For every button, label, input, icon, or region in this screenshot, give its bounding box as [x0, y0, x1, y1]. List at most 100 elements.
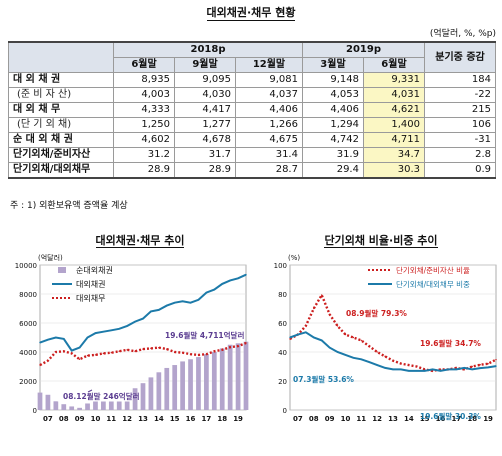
data-point — [439, 368, 442, 371]
table-row: 단기외채/대외채무 28.9 28.9 28.7 29.4 30.3 0.9 — [8, 162, 496, 179]
data-point — [102, 352, 105, 355]
data-point — [313, 307, 315, 310]
x-tick-label: 13 — [138, 415, 148, 423]
data-point — [352, 336, 355, 339]
data-point — [320, 339, 323, 342]
bar — [37, 392, 43, 410]
data-point — [392, 360, 394, 362]
data-point — [47, 360, 49, 362]
bar — [156, 372, 162, 410]
legend-label: 대외채권 — [76, 279, 105, 289]
x-tick-label: 16 — [436, 415, 446, 423]
data-point — [134, 320, 136, 323]
bar — [204, 354, 209, 410]
data-point — [197, 354, 200, 356]
data-point — [158, 309, 160, 311]
data-point — [70, 349, 73, 352]
annotation: 19.6월말 30.3% — [420, 411, 481, 421]
table-cell: 4,711 — [362, 132, 426, 148]
x-tick-label: 09 — [325, 415, 335, 423]
data-point — [150, 310, 152, 313]
data-point — [328, 346, 331, 349]
bar — [219, 348, 225, 410]
data-point — [118, 350, 120, 352]
data-point — [392, 368, 394, 371]
data-point — [447, 368, 450, 371]
unit-label: (억달러, %, %p) — [429, 29, 496, 39]
data-point — [110, 352, 113, 354]
data-point — [495, 358, 497, 361]
x-tick-label: 12 — [372, 415, 382, 423]
data-point — [221, 283, 223, 285]
x-tick-label: 08 — [309, 415, 319, 423]
data-point — [297, 333, 299, 336]
x-tick-label: 08 — [59, 415, 69, 423]
data-point — [70, 352, 73, 355]
change-cell: 0.9 — [424, 162, 496, 179]
table-row: 단기외채/준비자산 31.2 31.7 31.4 31.9 34.7 2.8 — [8, 147, 496, 163]
table-row: (준 비 자 산) 4,003 4,030 4,037 4,053 4,031 -22 — [8, 87, 496, 103]
y-tick-label: 10000 — [15, 262, 37, 270]
data-point — [352, 357, 355, 359]
x-tick-label: 14 — [404, 415, 414, 423]
data-point — [166, 304, 168, 307]
y-tick-label: 0 — [283, 407, 287, 415]
data-point — [471, 368, 473, 371]
y-tick-label: 20 — [278, 378, 287, 386]
data-point — [431, 370, 434, 372]
data-point — [55, 336, 57, 339]
data-point — [63, 338, 65, 340]
y-axis-label: (억달러) — [38, 253, 63, 262]
data-point — [47, 338, 49, 341]
legend-label: 단기외채/대외채무 비중 — [396, 279, 470, 289]
x-tick-label: 19 — [233, 415, 243, 423]
data-point — [237, 277, 239, 280]
bar — [172, 365, 178, 410]
bar — [211, 352, 217, 410]
chart1-title: 대외채권·채무 추이 — [95, 234, 185, 248]
x-tick-label: 07 — [43, 415, 53, 423]
y-tick-label: 100 — [274, 262, 287, 270]
data-point — [479, 364, 481, 366]
table-cell: 31.7 — [174, 147, 236, 163]
x-tick-label: 19 — [483, 415, 493, 423]
data-point — [455, 367, 458, 369]
data-point — [197, 299, 200, 301]
bar — [227, 344, 233, 410]
data-point — [400, 368, 402, 371]
x-tick-label: 10 — [91, 415, 101, 423]
data-point — [189, 302, 192, 304]
data-point — [189, 353, 192, 355]
data-point — [102, 331, 105, 333]
data-point — [368, 361, 370, 363]
x-tick-label: 11 — [356, 415, 366, 423]
data-point — [229, 279, 231, 282]
data-point — [463, 368, 466, 371]
x-tick-label: 07 — [293, 415, 303, 423]
data-point — [213, 350, 216, 352]
data-point — [384, 355, 386, 358]
series-line — [39, 341, 247, 367]
data-point — [237, 345, 239, 347]
series-line — [289, 292, 497, 373]
data-point — [63, 350, 65, 352]
data-point — [245, 274, 247, 276]
annotation: 07.3월말 53.6% — [293, 374, 354, 384]
header-change: 분기중 증감 — [424, 41, 496, 73]
x-tick-label: 13 — [388, 415, 398, 423]
data-point — [142, 317, 144, 320]
footnote: 주 : 1) 외환보유액 증액율 계상 — [10, 201, 128, 211]
data-point — [39, 364, 41, 366]
y-tick-label: 8000 — [19, 291, 37, 299]
change-cell: 2.8 — [424, 147, 496, 163]
data-point — [213, 288, 216, 291]
data-point — [360, 339, 363, 342]
data-point — [463, 367, 466, 369]
legend-swatch — [58, 267, 66, 273]
data-point — [173, 351, 176, 353]
data-point — [320, 294, 323, 296]
annotation-bg — [57, 389, 131, 402]
bar — [132, 388, 138, 410]
bar — [45, 394, 51, 410]
